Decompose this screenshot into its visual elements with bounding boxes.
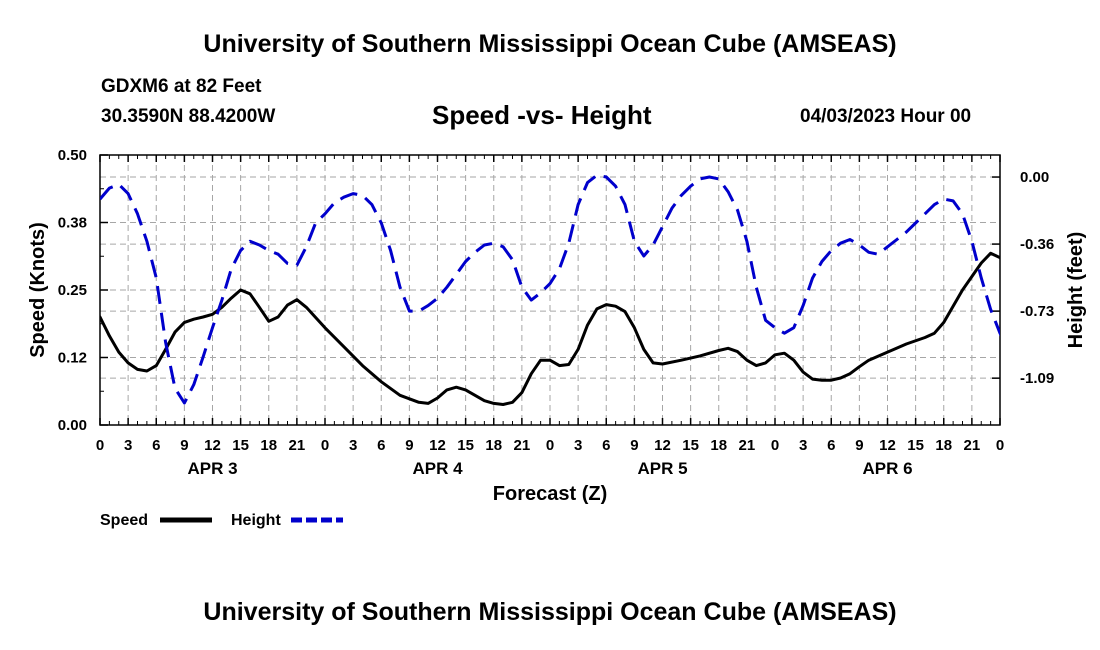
x-tick-label: 3 [349,437,357,454]
x-tick-label: 0 [771,437,779,454]
x-tick-label: 0 [996,437,1004,454]
day-label: APR 5 [637,459,687,478]
chart-subtitle: Speed -vs- Height [432,100,652,130]
x-tick-label: 18 [485,437,502,454]
x-tick-label: 0 [321,437,329,454]
x-tick-label: 18 [710,437,727,454]
main-title: University of Southern Mississippi Ocean… [203,30,897,58]
y-right-tick-label: 0.00 [1020,169,1049,186]
x-tick-label: 12 [654,437,671,454]
x-tick-label: 12 [204,437,221,454]
x-tick-label: 9 [855,437,863,454]
x-tick-label: 0 [546,437,554,454]
y-right-tick-label: -0.73 [1020,303,1054,320]
y-left-tick-label: 0.25 [58,282,87,299]
y-right-tick-label: -1.09 [1020,370,1054,387]
y-left-tick-label: 0.00 [58,417,87,434]
x-tick-label: 15 [232,437,249,454]
series-line-speed [100,251,1000,406]
x-tick-label: 12 [429,437,446,454]
x-tick-label: 21 [289,437,306,454]
x-tick-label: 18 [260,437,277,454]
series-line-height [100,173,1000,405]
x-tick-label: 6 [602,437,610,454]
x-axis-title: Forecast (Z) [493,483,607,505]
plot-frame [99,154,1001,426]
x-tick-label: 3 [574,437,582,454]
footer-title: University of Southern Mississippi Ocean… [203,598,897,626]
y-right-axis-title: Height (feet) [1065,232,1087,349]
legend-label-height: Height [231,512,281,529]
x-tick-label: 21 [514,437,531,454]
y-left-tick-label: 0.12 [58,350,87,367]
day-label: APR 3 [187,459,237,478]
x-tick-label: 21 [739,437,756,454]
x-tick-label: 15 [682,437,699,454]
x-tick-label: 9 [180,437,188,454]
legend-label-speed: Speed [100,512,148,529]
station-label: GDXM6 at 82 Feet [101,76,262,97]
x-tick-label: 6 [152,437,160,454]
x-tick-label: 0 [96,437,104,454]
y-right-tick-label: -0.36 [1020,236,1054,253]
x-tick-label: 6 [827,437,835,454]
y-left-tick-label: 0.38 [58,215,87,232]
x-tick-label: 18 [935,437,952,454]
x-tick-label: 6 [377,437,385,454]
forecast-datetime: 04/03/2023 Hour 00 [800,106,972,127]
day-label: APR 6 [862,459,912,478]
x-tick-label: 9 [405,437,413,454]
x-tick-label: 21 [964,437,981,454]
x-tick-label: 15 [457,437,474,454]
x-tick-label: 15 [907,437,924,454]
x-tick-label: 12 [879,437,896,454]
x-tick-label: 3 [799,437,807,454]
y-left-tick-label: 0.50 [58,147,87,164]
y-left-axis-title: Speed (Knots) [27,222,49,358]
x-tick-label: 9 [630,437,638,454]
coordinates-label: 30.3590N 88.4200W [101,106,276,127]
day-label: APR 4 [412,459,463,478]
x-tick-label: 3 [124,437,132,454]
